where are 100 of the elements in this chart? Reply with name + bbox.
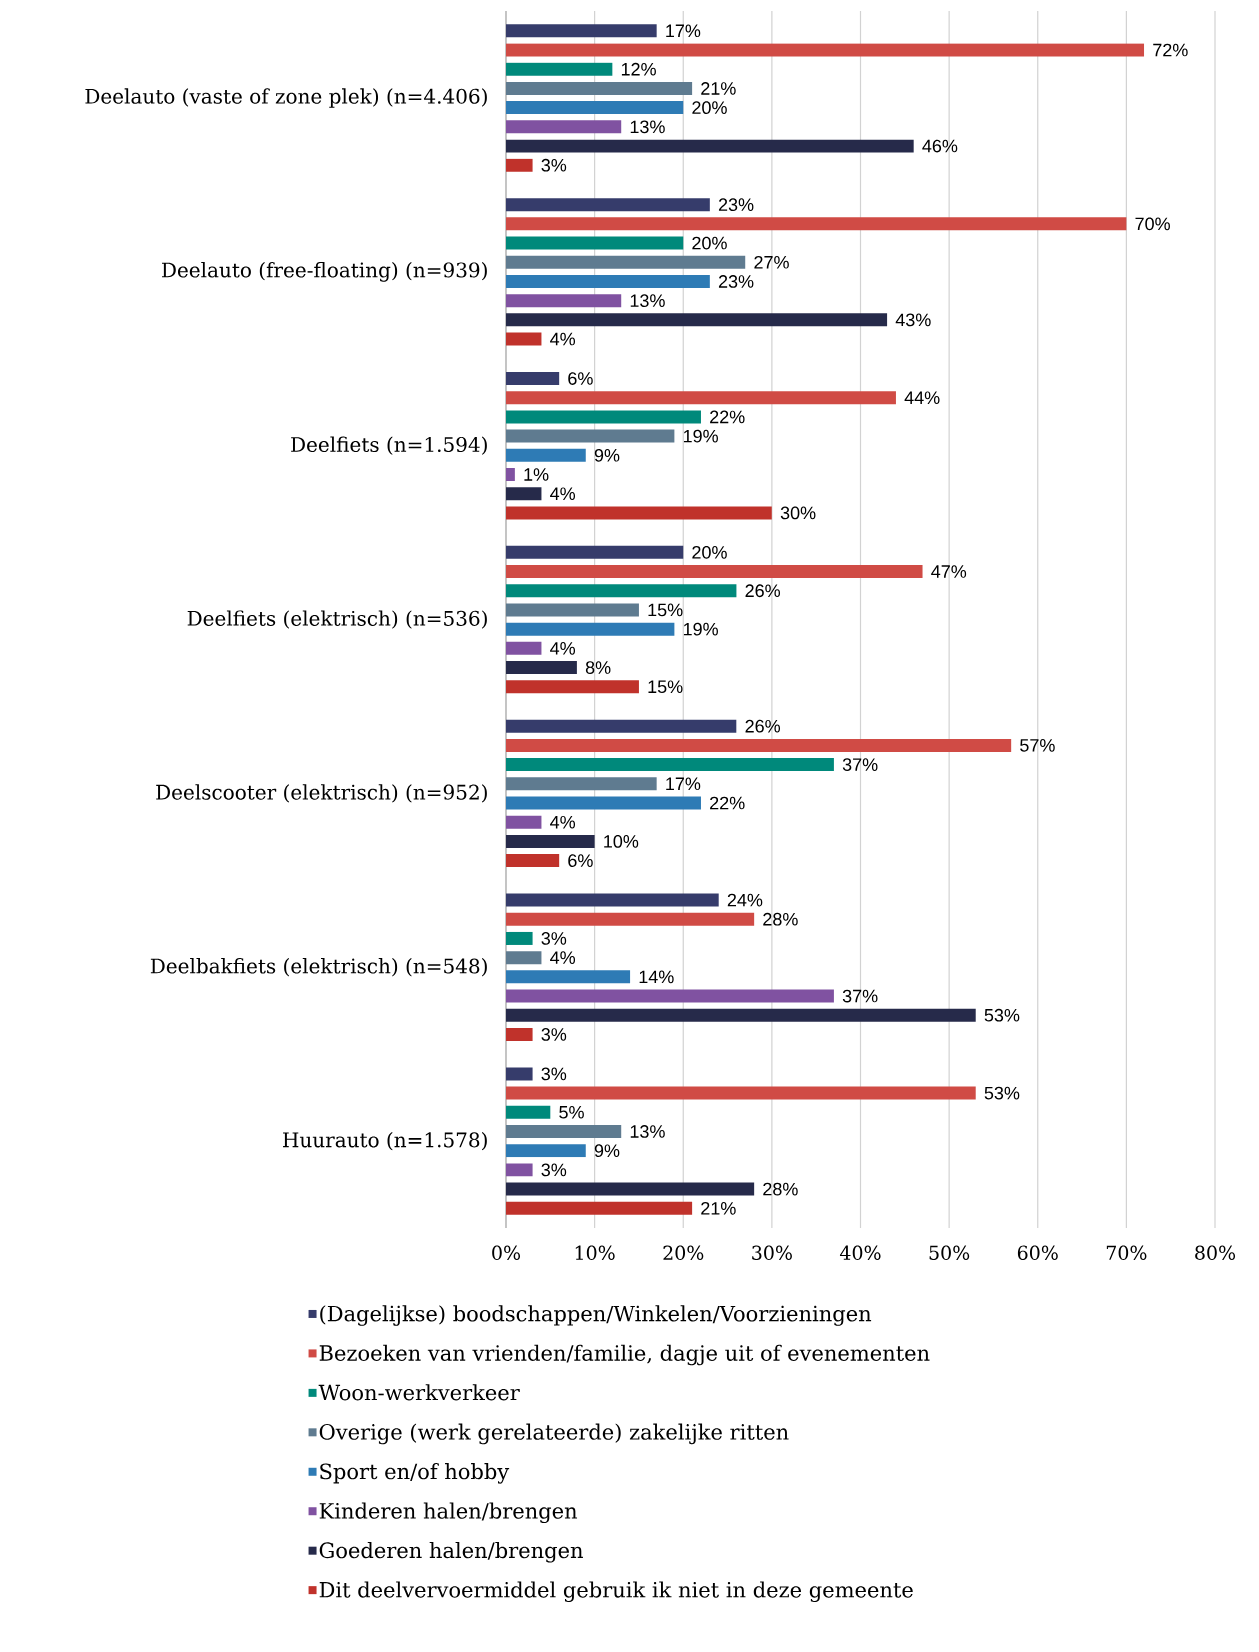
y-tick-label: Deelauto (free-floating) (n=939) — [162, 262, 487, 282]
bar — [506, 815, 542, 829]
x-tick-label: 60% — [1017, 1245, 1058, 1260]
bar — [506, 1086, 976, 1100]
x-tick-label: 80% — [1195, 1245, 1236, 1260]
data-label: 4% — [550, 642, 576, 655]
data-label: 12% — [621, 62, 656, 76]
data-label: 3% — [541, 932, 567, 945]
data-label: 4% — [550, 487, 576, 501]
y-tick-label: Huurauto (n=1.578) — [283, 1131, 487, 1151]
data-label: 53% — [984, 1086, 1020, 1100]
bar — [506, 854, 560, 868]
y-tick-label: Deelscooter (elektrisch) (n=952) — [156, 784, 487, 803]
data-label: 4% — [550, 815, 576, 829]
bar — [506, 101, 684, 115]
data-label: 30% — [780, 506, 816, 520]
bar — [506, 661, 577, 675]
bar — [506, 217, 1127, 231]
data-label: 72% — [1153, 43, 1188, 57]
data-label: 26% — [745, 584, 781, 598]
bar — [506, 1067, 533, 1081]
data-label: 43% — [895, 313, 931, 327]
data-label: 13% — [630, 1125, 665, 1138]
bar — [506, 274, 710, 288]
bar — [506, 719, 737, 733]
data-label: 47% — [931, 565, 967, 578]
bar — [506, 391, 896, 405]
bar — [506, 448, 586, 462]
bar — [506, 777, 657, 791]
data-label: 17% — [666, 777, 701, 791]
data-label: 23% — [718, 198, 754, 212]
bar — [506, 951, 542, 965]
bar — [506, 931, 533, 945]
data-label: 28% — [763, 912, 798, 926]
data-label: 3% — [541, 1067, 567, 1081]
bar — [506, 641, 542, 655]
data-label: 3% — [541, 1163, 567, 1177]
data-label: 20% — [692, 545, 727, 559]
bar — [506, 738, 1012, 752]
data-label: 26% — [745, 719, 781, 733]
legend-label: Goederen halen/brengen — [319, 1541, 583, 1563]
bar — [506, 1008, 976, 1022]
y-tick-label: Deelbakfiets (elektrisch) (n=548) — [150, 958, 487, 977]
bar — [506, 313, 888, 327]
data-label: 23% — [718, 275, 754, 288]
bar — [506, 545, 684, 559]
data-label: 6% — [568, 854, 593, 867]
bar — [506, 1027, 533, 1041]
x-tick-label: 10% — [575, 1245, 615, 1260]
bar — [506, 989, 834, 1003]
bar — [506, 468, 515, 482]
y-tick-label: Deelfiets (n=1.594) — [291, 436, 487, 455]
data-label: 3% — [541, 158, 567, 172]
data-label: 19% — [683, 429, 718, 443]
bar — [506, 584, 737, 598]
bar — [506, 158, 533, 172]
data-label: 22% — [710, 410, 745, 424]
bar — [506, 236, 684, 250]
bar — [506, 758, 834, 772]
bar — [506, 680, 639, 694]
data-label: 17% — [666, 24, 701, 38]
bar — [506, 372, 560, 386]
bar — [506, 834, 595, 848]
bar — [506, 565, 923, 579]
bar — [506, 1201, 693, 1215]
bar — [506, 139, 914, 153]
legend-label: Overige (werk gerelateerde) zakelijke ritten — [319, 1423, 789, 1445]
bar — [506, 622, 675, 636]
data-label: 13% — [630, 120, 665, 134]
bar — [506, 198, 710, 212]
data-label: 53% — [984, 1008, 1020, 1022]
bar — [506, 1105, 551, 1119]
x-tick-label: 50% — [929, 1245, 970, 1260]
data-label: 1% — [524, 468, 549, 481]
data-label: 20% — [692, 236, 727, 250]
bar — [506, 43, 1145, 57]
data-label: 9% — [594, 1144, 620, 1158]
bar — [506, 1182, 755, 1196]
data-label: 15% — [648, 603, 683, 617]
bar — [506, 1144, 586, 1158]
data-label: 4% — [550, 951, 576, 964]
x-tick-label: 40% — [839, 1245, 881, 1260]
data-label: 57% — [1020, 739, 1055, 752]
data-label: 28% — [763, 1182, 798, 1196]
bar — [506, 120, 622, 134]
bar — [506, 796, 701, 810]
bar — [506, 893, 719, 907]
data-label: 27% — [754, 255, 789, 269]
data-label: 46% — [922, 139, 958, 153]
x-tick-label: 70% — [1106, 1245, 1147, 1260]
x-tick-label: 20% — [663, 1245, 704, 1260]
legend-label: Bezoeken van vrienden/familie, dagje uit of evenementen — [319, 1344, 930, 1366]
data-label: 8% — [585, 661, 611, 674]
data-label: 5% — [559, 1105, 584, 1119]
x-tick-label: 0% — [492, 1245, 521, 1260]
data-label: 70% — [1135, 217, 1170, 231]
legend-label: Dit deelvervoermiddel gebruik ik niet in deze gemeente — [319, 1581, 913, 1603]
legend-label: Sport en/of hobby — [320, 1463, 510, 1484]
bar — [506, 1163, 533, 1177]
data-label: 9% — [594, 448, 620, 462]
